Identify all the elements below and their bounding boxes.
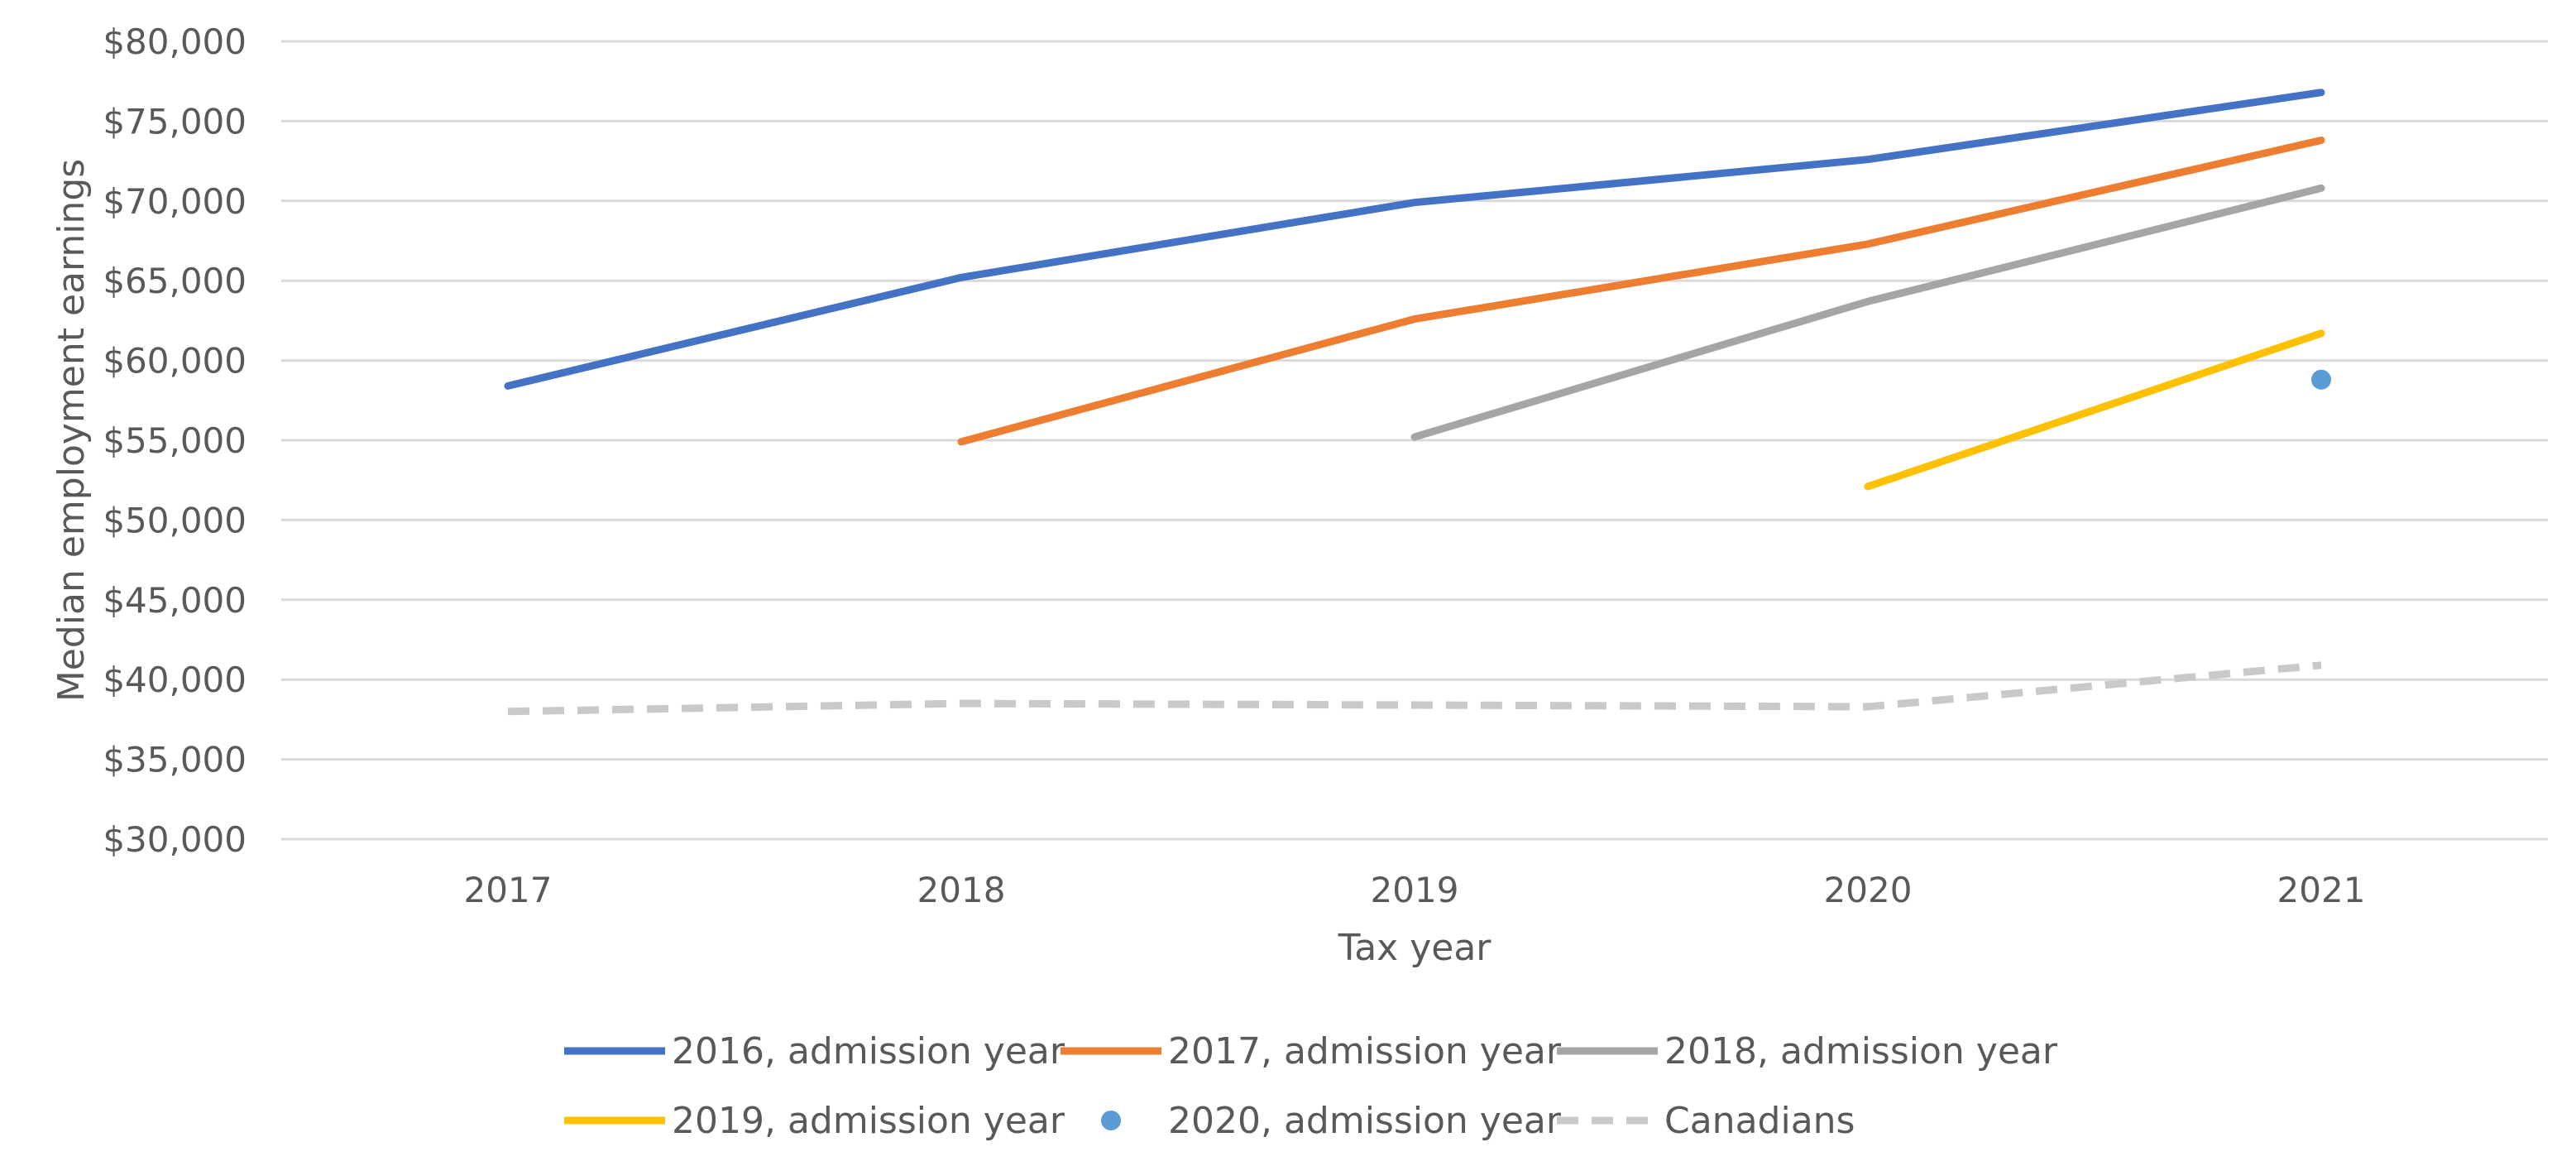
series-line-2018-admission-year	[1410, 184, 2325, 441]
x-tick-label: 2018	[917, 870, 1006, 910]
x-axis-tick-labels: 2017 2018 2019 2020 2021	[464, 870, 2366, 910]
series-line-2019-admission-year	[1864, 329, 2325, 491]
series-line-canadians	[507, 661, 2322, 716]
y-tick-label: $70,000	[103, 181, 247, 222]
y-tick-label: $35,000	[103, 740, 247, 780]
y-tick-label: $45,000	[103, 580, 247, 621]
legend-label-canadians: Canadians	[1664, 1100, 1855, 1142]
series-marker-2020-admission-year	[2311, 369, 2331, 390]
y-tick-label: $55,000	[103, 420, 247, 461]
y-tick-label: $60,000	[103, 341, 247, 381]
y-axis-title: Median employment earnings	[50, 159, 93, 702]
series-line-2017-admission-year	[957, 137, 2325, 446]
legend: 2016, admission year 2017, admission year…	[564, 1030, 2058, 1142]
y-tick-label: $30,000	[103, 819, 247, 860]
y-axis-tick-labels: $30,000 $35,000 $40,000 $45,000 $50,000 $55,0…	[103, 22, 247, 860]
series-group	[504, 89, 2331, 716]
legend-label-2016-admission-year: 2016, admission year	[672, 1030, 1065, 1072]
x-axis-title: Tax year	[1338, 927, 1492, 969]
series-line-2016-admission-year	[504, 89, 2325, 390]
y-tick-label: $80,000	[103, 22, 247, 62]
x-tick-label: 2019	[1371, 870, 1459, 910]
x-tick-label: 2020	[1824, 870, 1913, 910]
legend-label-2017-admission-year: 2017, admission year	[1168, 1030, 1562, 1072]
y-tick-label: $50,000	[103, 500, 247, 540]
x-tick-label: 2021	[2277, 870, 2366, 910]
y-tick-label: $40,000	[103, 660, 247, 700]
legend-label-2019-admission-year: 2019, admission year	[672, 1100, 1065, 1142]
legend-label-2018-admission-year: 2018, admission year	[1664, 1030, 2058, 1072]
legend-swatch-2020-admission-year	[1101, 1111, 1121, 1130]
legend-label-2020-admission-year: 2020, admission year	[1168, 1100, 1562, 1142]
y-tick-label: $75,000	[103, 101, 247, 142]
x-tick-label: 2017	[464, 870, 553, 910]
y-tick-label: $65,000	[103, 261, 247, 301]
